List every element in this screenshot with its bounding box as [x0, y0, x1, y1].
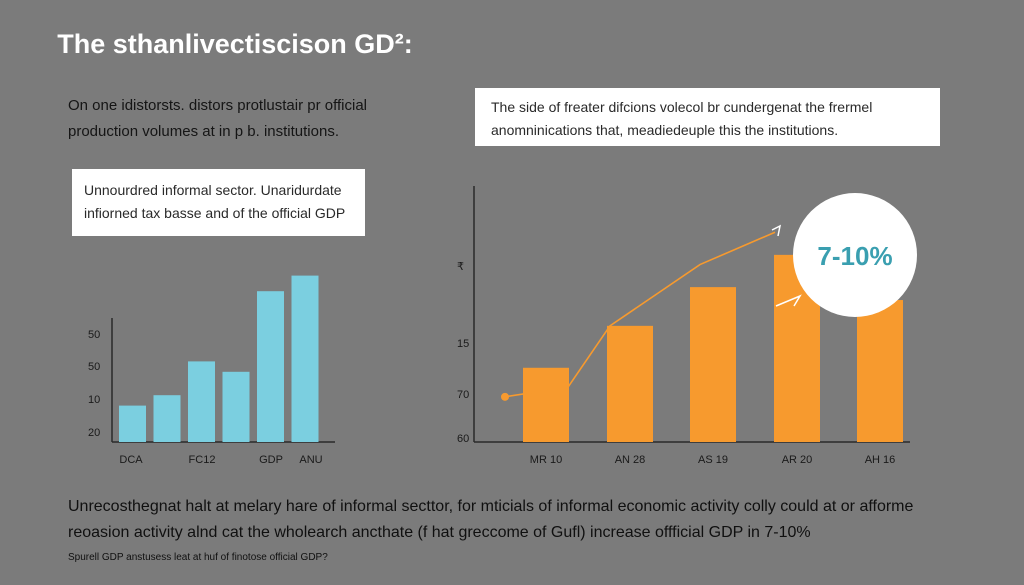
right-callout-box: The side of freater difcions volecol br …	[475, 88, 940, 146]
right-x-tick-label: AN 28	[615, 454, 646, 466]
right-bar	[607, 325, 653, 442]
left-bar	[291, 275, 319, 442]
caption-text: Unrecosthegnat halt at melary hare of in…	[68, 498, 914, 541]
subtitle-text: On one idistorsts. distors protlustair p…	[68, 97, 368, 140]
left-y-tick-label: 50	[88, 329, 100, 341]
left-y-tick-label: 20	[88, 427, 100, 439]
right-x-tick-label: AS 19	[698, 454, 728, 466]
left-x-tick-label: DCA	[119, 454, 143, 466]
left-x-tick-label: ANU	[299, 454, 322, 466]
left-x-tick-label: GDP	[259, 454, 283, 466]
page-title: The sthanlivectiscison GD²:	[57, 29, 413, 59]
left-bar	[257, 291, 284, 442]
left-bar	[222, 371, 250, 442]
left-y-tick-label: 10	[88, 394, 100, 406]
right-y-tick-label: 70	[457, 389, 469, 401]
right-x-tick-label: AR 20	[782, 454, 813, 466]
right-y-tick-label: ₹	[457, 261, 464, 273]
trend-line	[504, 231, 776, 398]
annotation-label: 7-10%	[817, 241, 892, 271]
left-bar	[153, 395, 181, 442]
right-bar	[523, 367, 569, 442]
footnote-text: Spurell GDP anstusess leat at huf of fin…	[68, 552, 328, 563]
right-bar	[690, 287, 736, 442]
right-x-tick-label: AH 16	[865, 454, 896, 466]
annotation-badge	[793, 193, 917, 317]
trend-start-point	[501, 392, 509, 401]
left-bar	[188, 361, 215, 442]
right-x-tick-label: MR 10	[530, 454, 562, 466]
right-bar	[857, 300, 903, 442]
left-x-tick-label: FC12	[189, 454, 216, 466]
right-y-tick-label: 15	[457, 338, 469, 350]
badge-arrow-bottom	[775, 294, 802, 307]
left-bar	[119, 405, 146, 442]
right-y-tick-label: 60	[457, 433, 469, 445]
left-callout-box: Unnourdred informal sector. Unaridurdate…	[72, 169, 365, 236]
badge-arrow-top	[771, 224, 782, 237]
left-y-tick-label: 50	[88, 361, 100, 373]
